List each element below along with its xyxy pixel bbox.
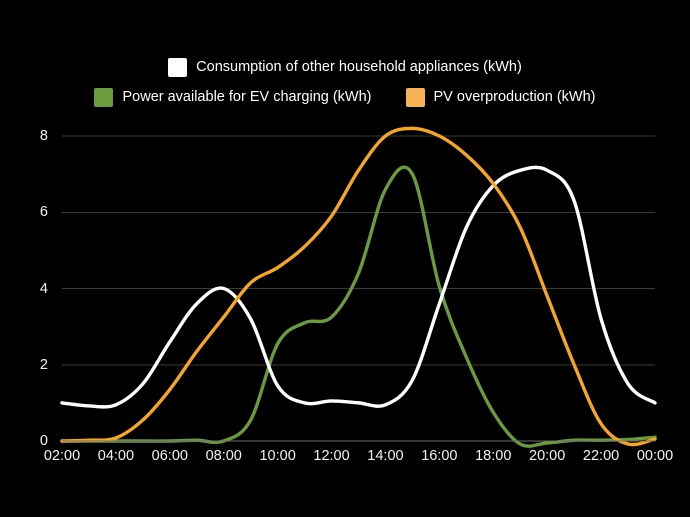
y-tick-label-2: 2: [39, 356, 48, 373]
x-tick-label-2200: 22:00: [582, 448, 620, 464]
legend-swatch-consumption: [168, 58, 188, 77]
x-tick-label-1400: 14:00: [367, 448, 404, 464]
legend-swatch-pv-overproduction: [405, 88, 425, 107]
legend-item-consumption[interactable]: Consumption of other household appliance…: [168, 58, 522, 77]
legend-row-1: Consumption of other household appliance…: [0, 58, 690, 77]
data-series-group: [60, 126, 657, 448]
series-line-0: [60, 165, 657, 409]
x-tick-label-0800: 08:00: [205, 448, 242, 464]
legend-swatch-ev-charging: [94, 88, 114, 107]
y-tick-label-0: 0: [39, 432, 48, 449]
y-tick-label-4: 4: [39, 280, 48, 297]
chart-legend: Consumption of other household appliance…: [0, 58, 690, 118]
x-tick-label-1600: 16:00: [421, 448, 458, 464]
x-tick-label-2000: 20:00: [529, 448, 566, 464]
legend-label-pv-overproduction: PV overproduction (kWh): [433, 89, 596, 106]
legend-item-ev-charging[interactable]: Power available for EV charging (kWh): [94, 88, 372, 107]
x-tick-label-0000: 00:00: [636, 448, 674, 464]
y-tick-label-6: 6: [39, 204, 48, 220]
x-tick-label-1000: 10:00: [259, 448, 296, 464]
series-line-2: [60, 126, 657, 447]
legend-item-pv-overproduction[interactable]: PV overproduction (kWh): [405, 88, 596, 107]
x-tick-label-0400: 04:00: [97, 448, 135, 464]
gridlines: [62, 135, 655, 366]
legend-label-consumption: Consumption of other household appliance…: [196, 59, 522, 76]
x-tick-label-1200: 12:00: [313, 448, 350, 464]
x-tick-label-1800: 18:00: [475, 448, 512, 464]
x-tick-label-0600: 06:00: [151, 448, 188, 464]
legend-row-2: Power available for EV charging (kWh) PV…: [0, 88, 690, 107]
y-tick-label-8: 8: [39, 127, 48, 144]
legend-label-ev-charging: Power available for EV charging (kWh): [122, 89, 372, 106]
x-tick-label-0200: 02:00: [43, 448, 81, 464]
